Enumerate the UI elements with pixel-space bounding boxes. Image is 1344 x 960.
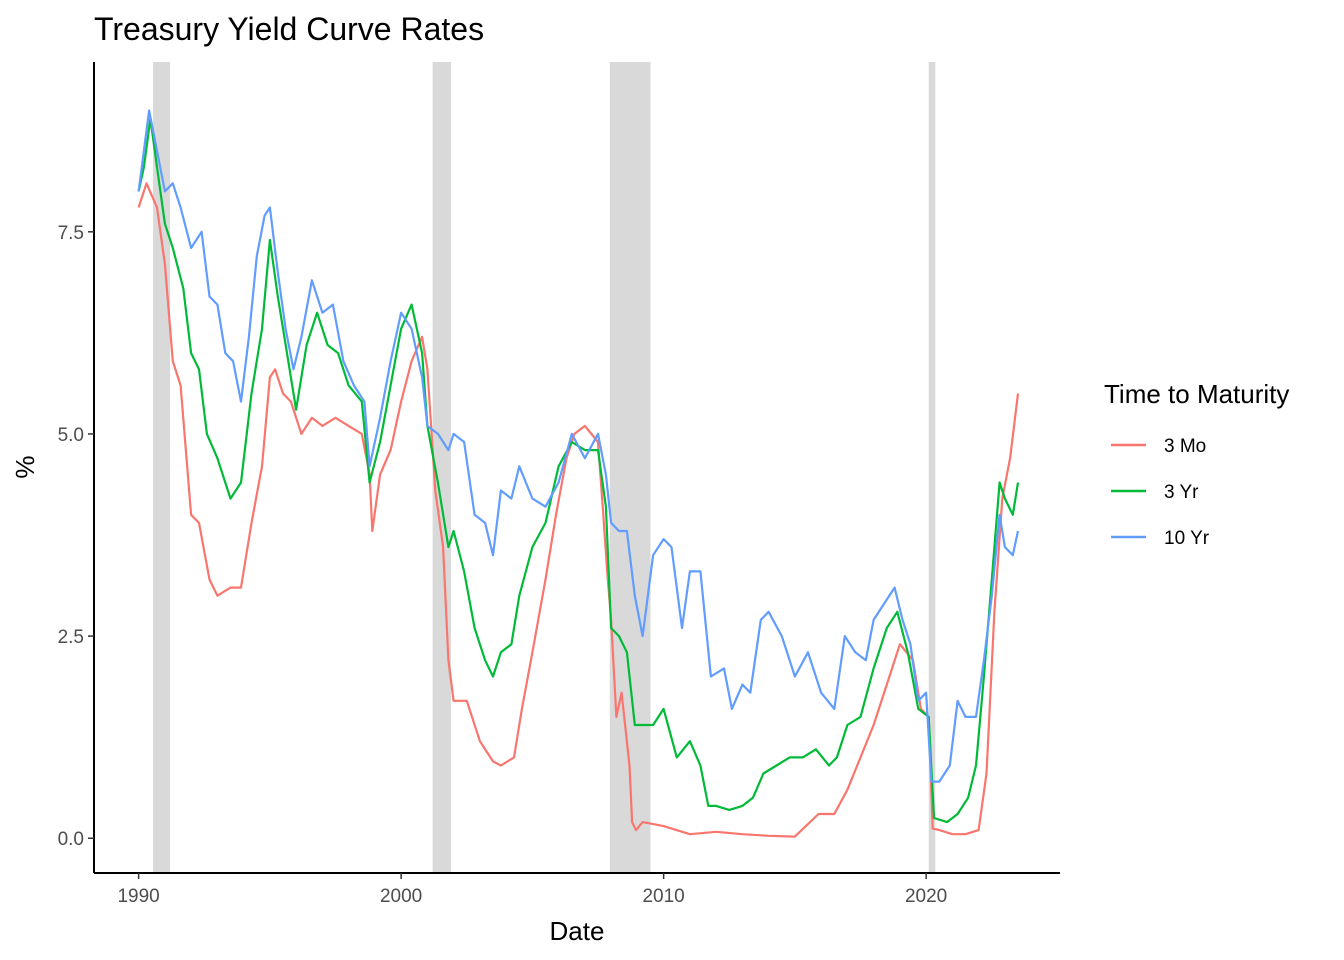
series-line-3-mo xyxy=(137,182,1020,838)
legend-label-3-yr: 3 Yr xyxy=(1164,482,1199,503)
series-line-10-yr xyxy=(137,109,1020,783)
x-tick-label: 2000 xyxy=(380,886,422,907)
legend: Time to Maturity 3 Mo 3 Yr 10 Yr xyxy=(1104,379,1289,549)
x-tick-label: 2020 xyxy=(905,886,947,907)
x-axis-ticks: 1990 2000 2010 2020 xyxy=(117,873,947,907)
legend-label-3-mo: 3 Mo xyxy=(1164,436,1206,457)
recession-band-4 xyxy=(928,62,936,873)
y-tick-label: 5.0 xyxy=(58,425,84,446)
x-axis-title: Date xyxy=(550,916,605,946)
y-tick-label: 7.5 xyxy=(58,223,84,244)
chart-title: Treasury Yield Curve Rates xyxy=(94,11,484,47)
legend-title: Time to Maturity xyxy=(1104,379,1289,409)
series-line-3-yr xyxy=(137,117,1020,824)
legend-items: 3 Mo 3 Yr 10 Yr xyxy=(1111,436,1210,549)
x-tick-label: 1990 xyxy=(117,886,159,907)
recession-band-3 xyxy=(609,62,651,873)
recession-bands xyxy=(153,62,936,873)
legend-label-10-yr: 10 Yr xyxy=(1164,528,1210,549)
series-lines xyxy=(137,109,1020,838)
y-tick-label: 2.5 xyxy=(58,627,84,648)
x-tick-label: 2010 xyxy=(642,886,684,907)
y-tick-label: 0.0 xyxy=(58,829,84,850)
recession-band-1 xyxy=(153,62,171,873)
y-axis-title: % xyxy=(10,455,40,478)
recession-band-2 xyxy=(432,62,451,873)
y-axis-ticks: 0.0 2.5 5.0 7.5 xyxy=(58,223,94,850)
